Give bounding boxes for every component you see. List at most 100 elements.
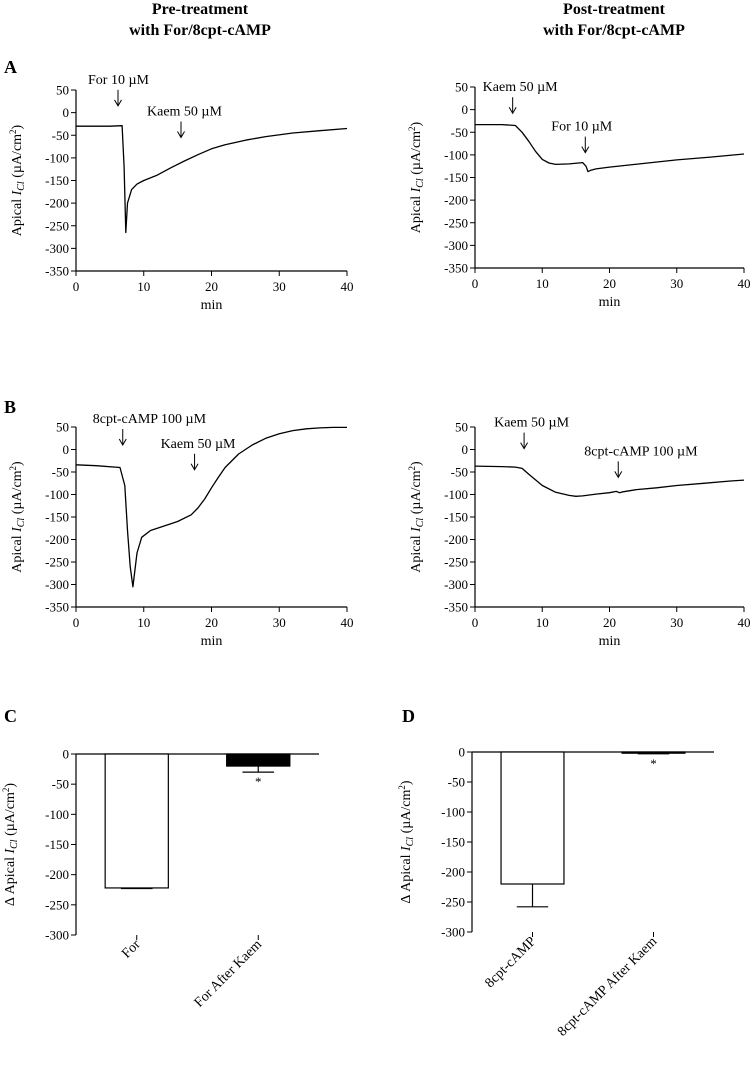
y-tick-label: -100 — [444, 147, 468, 162]
panel-b-right: 50 0 -50 -100 -150 -200 -250 -300 -350 0 10 20 30 40 m… — [407, 416, 751, 649]
x-tick-label: 40 — [738, 276, 751, 291]
y-tick-label: -250 — [441, 895, 465, 910]
y-tick-label: -250 — [45, 897, 69, 912]
x-tick-label: 0 — [472, 276, 479, 291]
annotation-arrowhead — [118, 438, 127, 446]
y-tick-label: -100 — [45, 150, 69, 165]
y-tick-label: 0 — [63, 442, 70, 457]
bar — [104, 753, 169, 889]
x-tick-label: 8cpt-cAMP — [483, 934, 540, 991]
annotation-label: Kaem 50 µM — [483, 80, 558, 95]
y-axis-title: Apical ICl (µA/cm2) — [8, 461, 27, 573]
y-tick-label: -250 — [45, 555, 69, 570]
y-tick-label: -350 — [444, 261, 468, 276]
y-axis-title: Apical ICl (µA/cm2) — [407, 461, 426, 573]
y-tick-label: -50 — [52, 465, 69, 480]
x-tick-label: 20 — [205, 279, 218, 294]
y-tick-label: -350 — [444, 600, 468, 615]
y-tick-label: -300 — [45, 241, 69, 256]
y-tick-label: -200 — [45, 532, 69, 547]
x-tick-label: 40 — [341, 615, 354, 630]
x-tick-label: 8cpt-cAMP After Kaem — [555, 934, 660, 1039]
series-trace — [75, 426, 347, 588]
x-tick-label: 40 — [341, 279, 354, 294]
y-axis-title: Δ Apical ICl (µA/cm2) — [1, 783, 20, 907]
annotation-label: For 10 µM — [551, 120, 613, 135]
panel-c: C 0 -50 -100 -150 -200 -250 -300 Δ Apical ICl (µ… — [1, 706, 319, 1011]
y-axis-title: Apical ICl (µA/cm2) — [407, 121, 426, 233]
y-tick-label: -200 — [45, 196, 69, 211]
y-tick-label: -50 — [451, 465, 468, 480]
annotation-arrowhead — [114, 99, 122, 107]
y-tick-label: -150 — [444, 510, 468, 525]
y-tick-label: -250 — [45, 218, 69, 233]
right-column-header-line2: with For/8cpt-cAMP — [543, 22, 685, 39]
y-tick-label: 50 — [56, 83, 69, 98]
y-tick-label: -300 — [444, 577, 468, 592]
y-tick-label: -300 — [45, 577, 69, 592]
annotation-arrowhead — [581, 146, 590, 154]
y-tick-label: -150 — [45, 510, 69, 525]
x-tick-label: 30 — [670, 276, 683, 291]
y-tick-label: 0 — [462, 442, 469, 457]
bar — [226, 753, 291, 767]
y-tick-label: -50 — [52, 128, 69, 143]
y-tick-label: -150 — [45, 837, 69, 852]
x-tick-label: 20 — [603, 615, 616, 630]
annotation-label: 8cpt-cAMP 100 µM — [93, 412, 207, 427]
y-tick-label: 0 — [63, 747, 70, 762]
y-tick-label: -100 — [441, 805, 465, 820]
y-axis-title: Δ Apical ICl (µA/cm2) — [397, 780, 416, 904]
y-tick-label: -50 — [52, 777, 69, 792]
annotation-arrowhead — [190, 463, 199, 471]
y-tick-label: -250 — [444, 215, 468, 230]
series-trace — [76, 125, 348, 234]
panel-b-left: B 50 0 -50 -100 -150 -200 -250 -300 -350 0 10 20 30 40… — [4, 397, 354, 649]
bar — [621, 751, 686, 754]
x-tick-label: For — [119, 937, 144, 962]
y-tick-label: 0 — [459, 745, 466, 760]
y-tick-label: 0 — [63, 105, 70, 120]
y-tick-label: -300 — [444, 238, 468, 253]
x-axis-title: min — [201, 298, 223, 313]
x-tick-label: 30 — [273, 615, 286, 630]
panel-letter: C — [4, 706, 17, 726]
y-tick-label: 50 — [56, 420, 69, 435]
significance-mark: * — [650, 756, 657, 771]
y-tick-label: -250 — [444, 555, 468, 570]
y-tick-label: -150 — [444, 170, 468, 185]
annotation-arrowhead — [508, 106, 517, 115]
panel-a-left: A 50 0 -50 -100 -150 -200 -250 -300 -350 0 10 20 30 40… — [4, 57, 354, 313]
y-tick-label: -150 — [441, 835, 465, 850]
y-tick-label: -200 — [441, 865, 465, 880]
significance-mark: * — [255, 774, 262, 789]
x-tick-label: 20 — [603, 276, 616, 291]
series-trace — [474, 465, 745, 497]
y-tick-label: -200 — [45, 867, 69, 882]
x-axis-title: min — [599, 634, 621, 649]
left-column-header-line2: with For/8cpt-cAMP — [129, 22, 271, 39]
y-tick-label: -300 — [441, 925, 465, 940]
annotation-arrowhead — [520, 442, 529, 450]
panel-d: D 0 -50 -100 -150 -200 -250 -300 Δ Apical ICl (µ… — [397, 706, 714, 1040]
y-tick-label: -100 — [45, 807, 69, 822]
y-tick-label: -200 — [444, 532, 468, 547]
right-column-header-line1: Post-treatment — [563, 1, 666, 18]
series-trace — [475, 123, 745, 173]
x-tick-label: 20 — [205, 615, 218, 630]
x-tick-label: 10 — [536, 615, 549, 630]
y-tick-label: -100 — [444, 487, 468, 502]
x-axis-title: min — [599, 295, 621, 310]
panel-letter: D — [402, 706, 415, 726]
annotation-label: Kaem 50 µM — [161, 437, 236, 452]
annotation-arrowhead — [614, 471, 623, 479]
x-tick-label: 10 — [137, 279, 150, 294]
left-column-header-line1: Pre-treatment — [152, 1, 249, 18]
y-tick-label: -150 — [45, 173, 69, 188]
panel-letter: A — [4, 57, 17, 77]
x-tick-label: 30 — [273, 279, 286, 294]
x-tick-label: 0 — [73, 615, 80, 630]
y-tick-label: -100 — [45, 487, 69, 502]
x-tick-label: 10 — [137, 615, 150, 630]
